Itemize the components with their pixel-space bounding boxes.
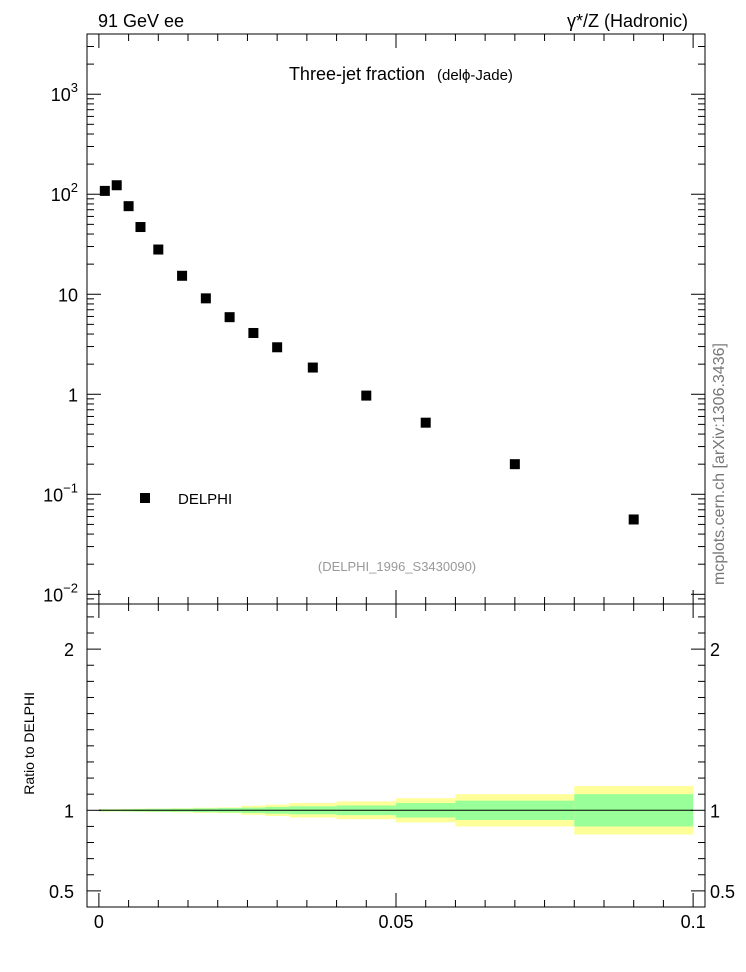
data-point [420, 417, 431, 428]
data-point [200, 293, 211, 304]
ratio-y-axis-title: Ratio to DELPHI [21, 692, 37, 795]
main-plot-frame [86, 33, 706, 605]
main-plot-y-tick-labels: 10−2 10−1 1 10 102 103 [43, 80, 78, 605]
data-point [135, 222, 146, 233]
data-point [123, 201, 134, 212]
x-tick-label: 0.1 [681, 912, 706, 932]
data-point [509, 459, 520, 470]
legend-label-delphi: DELPHI [178, 491, 232, 508]
y-tick-label: 10−2 [43, 580, 78, 605]
y-tick-label: 1 [68, 385, 78, 405]
analysis-id-label: (DELPHI_1996_S3430090) [318, 559, 476, 574]
ratio-y-tick-label-left: 2 [64, 640, 74, 660]
data-point [307, 362, 318, 373]
plot-title: Three-jet fraction [289, 64, 425, 84]
y-tick-label: 10 [58, 285, 78, 305]
plot-subtitle: (delϕ-Jade) [437, 67, 513, 84]
ratio-plot-frame [86, 603, 706, 908]
ratio-y-tick-label-right: 2 [710, 640, 720, 660]
ratio-y-tick-label-right: 1 [710, 801, 720, 821]
y-tick-label: 10−1 [43, 480, 78, 505]
data-point [361, 390, 372, 401]
ratio-y-tick-label-left: 0.5 [49, 882, 74, 902]
x-tick-label: 0.05 [378, 912, 413, 932]
ratio-y-tick-labels: 0.5 0.5 1 1 2 2 [49, 640, 735, 902]
ratio-y-tick-label-left: 1 [64, 801, 74, 821]
main-plot-panel: 10−2 10−1 1 10 102 103 Three-jet fraction (de… [43, 33, 706, 605]
source-watermark: mcplots.cern.ch [arXiv:1306.3436] [711, 343, 728, 585]
process-type-label: γ*/Z (Hadronic) [567, 11, 688, 31]
ratio-y-tick-label-right: 0.5 [710, 882, 735, 902]
legend-marker-delphi [140, 493, 150, 503]
y-tick-label: 102 [51, 180, 78, 205]
delphi-data-series [99, 180, 639, 525]
legend: DELPHI [140, 491, 232, 508]
x-tick-label: 0 [94, 912, 104, 932]
data-point [248, 327, 259, 338]
data-point [99, 185, 110, 196]
data-point [153, 244, 164, 255]
process-energy-label: 91 GeV ee [98, 11, 184, 31]
ratio-plot-ticks [87, 604, 705, 907]
data-point [628, 514, 639, 525]
ratio-plot-panel: 0.5 0.5 1 1 2 2 0 0.05 0.1 Ratio to DELPHI [21, 603, 735, 932]
data-point [272, 342, 283, 353]
y-tick-label: 103 [51, 80, 78, 105]
main-plot-ticks [87, 33, 705, 605]
x-tick-labels: 0 0.05 0.1 [94, 912, 706, 932]
data-point [177, 270, 188, 281]
data-point [224, 312, 235, 323]
data-point [111, 180, 122, 191]
